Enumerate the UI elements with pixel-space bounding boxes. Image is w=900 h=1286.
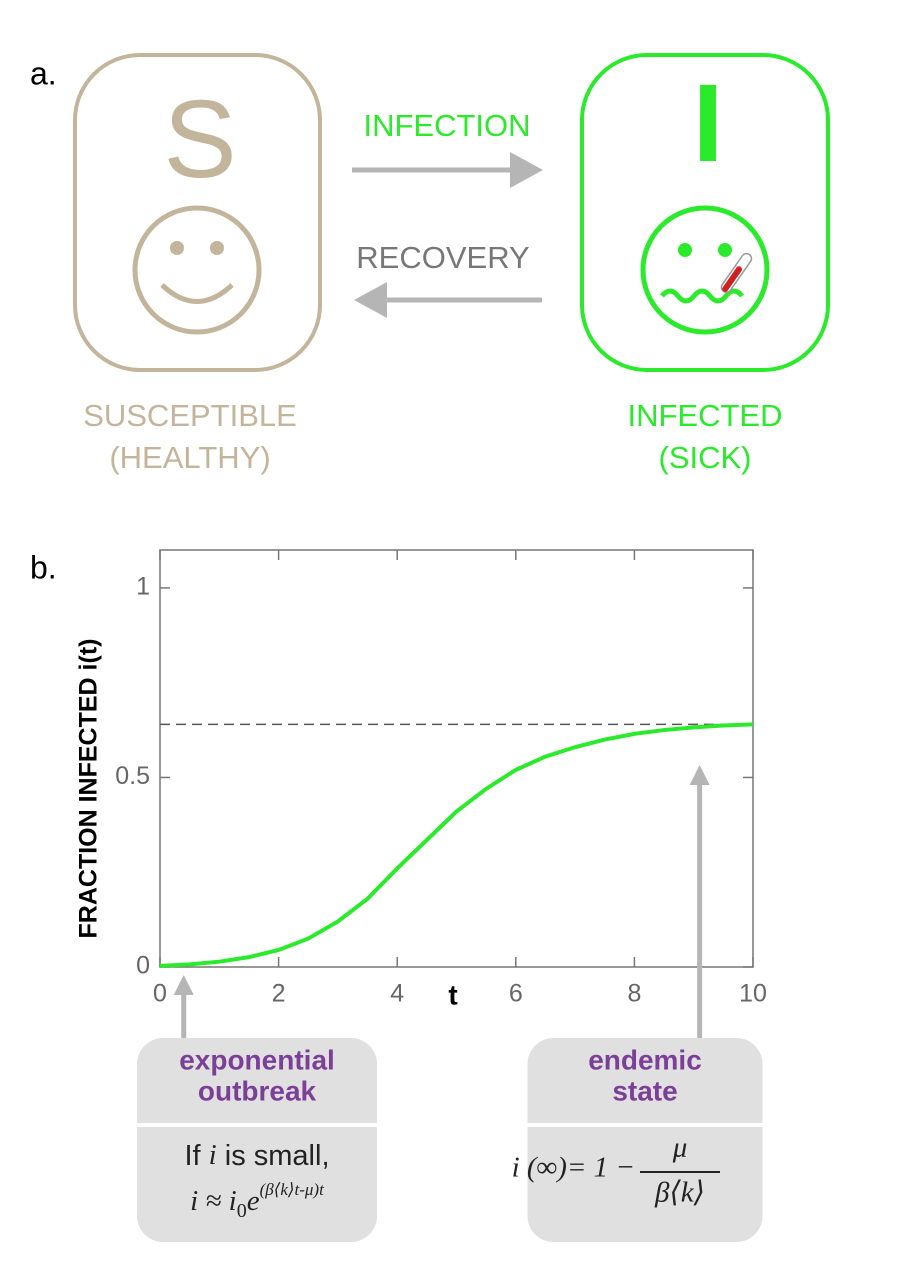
annotation-box: [137, 1038, 377, 1242]
eye: [718, 243, 732, 257]
recovery-label: RECOVERY: [356, 240, 529, 275]
panel-label: b.: [30, 549, 57, 585]
x-tick-label: 0: [153, 980, 167, 1008]
formula-part: (β⟨k⟩t-μ)t: [260, 1180, 326, 1199]
text-part: is small,: [217, 1140, 330, 1172]
text-part: i: [209, 1139, 217, 1171]
y-tick-label: 1: [136, 573, 150, 601]
annotation-title: outbreak: [198, 1075, 317, 1106]
eye: [170, 241, 184, 255]
thermometer: [720, 252, 753, 294]
annotation-arrow-head: [173, 975, 194, 995]
y-tick-label: 0.5: [115, 762, 150, 790]
formula-part: 0: [237, 1200, 247, 1222]
x-tick-label: 10: [739, 980, 767, 1008]
annotation-title: endemic: [588, 1044, 702, 1075]
x-tick-label: 6: [509, 980, 523, 1008]
text-part: If: [184, 1140, 208, 1172]
formula-part: i (∞)= 1 −: [512, 1152, 635, 1184]
sick-face: [640, 205, 770, 335]
i-letter: I: [693, 62, 724, 185]
state-label: INFECTED: [628, 398, 783, 433]
line: [159, 722, 754, 968]
x-axis-label: t: [448, 979, 457, 1010]
eye: [210, 241, 224, 255]
state-label: SUSCEPTIBLE: [83, 398, 297, 433]
annotation-arrow-head: [689, 765, 710, 785]
annotation-title: state: [612, 1075, 677, 1106]
panel-label: a.: [30, 55, 57, 91]
formula-part: β⟨k⟩: [654, 1177, 705, 1209]
susceptible-box: [73, 53, 322, 372]
y-axis-label: FRACTION INFECTED i(t): [75, 639, 103, 939]
y-tick-label: 0: [136, 952, 150, 980]
annotation-text: If i is small,: [184, 1139, 329, 1172]
smiley: [132, 205, 262, 335]
s-letter: S: [163, 78, 236, 201]
plot-frame: [159, 549, 754, 968]
x-tick-label: 4: [390, 980, 404, 1008]
infection-label: INFECTION: [363, 108, 530, 143]
eye: [678, 243, 692, 257]
arrow-head: [510, 152, 543, 188]
state-label: (SICK): [659, 440, 752, 475]
formula-part: i ≈ i: [190, 1185, 237, 1217]
annotation-title: exponential: [179, 1044, 335, 1075]
x-tick-label: 2: [272, 980, 286, 1008]
annotation-box: [527, 1038, 763, 1242]
annotation-formula: i ≈ i0e(β⟨k⟩t-μ)t: [190, 1180, 325, 1222]
state-label: (HEALTHY): [109, 440, 270, 475]
x-tick-label: 8: [627, 980, 641, 1008]
formula-part: μ: [672, 1132, 688, 1164]
infected-box: [580, 53, 830, 372]
formula-part: e: [247, 1185, 260, 1217]
arrow-head: [354, 282, 387, 318]
